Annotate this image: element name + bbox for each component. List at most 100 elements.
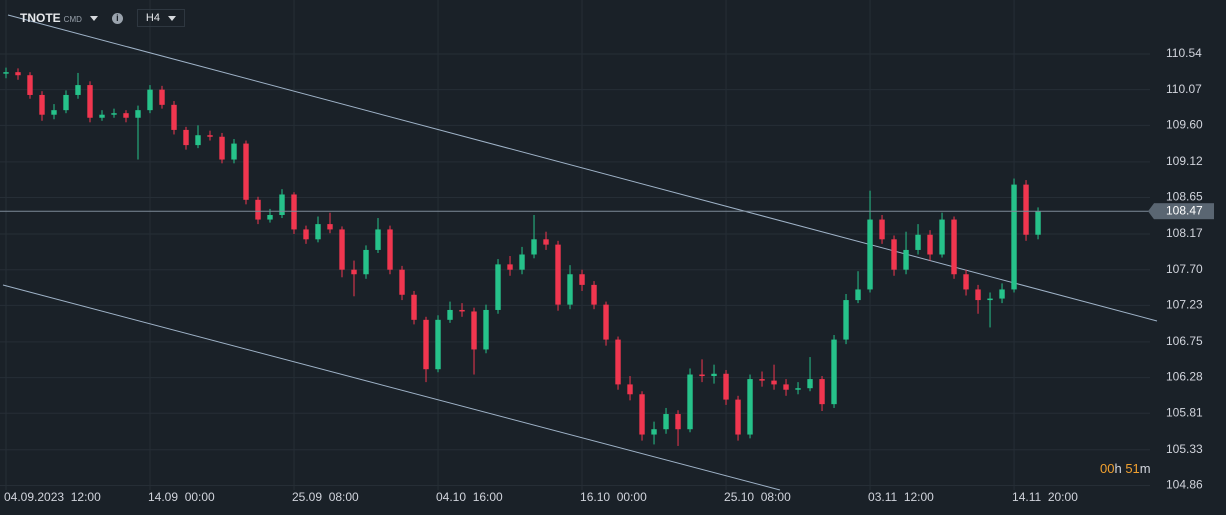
candle-body bbox=[495, 264, 501, 310]
x-tick-label: 14.11 20:00 bbox=[1012, 490, 1078, 504]
candle-body bbox=[291, 194, 297, 230]
candle-body bbox=[987, 298, 993, 301]
candle-body bbox=[27, 75, 33, 95]
x-tick-label: 25.09 08:00 bbox=[292, 490, 359, 504]
channel-lower bbox=[2, 284, 781, 491]
candle-body bbox=[75, 85, 81, 95]
candle-body bbox=[927, 234, 933, 255]
x-tick-label: 03.11 12:00 bbox=[868, 490, 934, 504]
candle-body bbox=[615, 339, 621, 385]
candle-body bbox=[663, 414, 669, 430]
candle-body bbox=[135, 110, 141, 118]
timeframe-dropdown bbox=[167, 15, 176, 21]
candle-body bbox=[915, 234, 921, 250]
y-tick-label: 106.75 bbox=[1166, 334, 1203, 348]
candle-body bbox=[339, 229, 345, 270]
candle-body bbox=[303, 229, 309, 240]
candle-body bbox=[123, 113, 129, 118]
symbol[interactable]: TNOTE bbox=[20, 11, 61, 25]
candle-body bbox=[267, 214, 273, 220]
candle-body bbox=[327, 224, 333, 230]
candle-body bbox=[651, 429, 657, 435]
candle-body bbox=[735, 399, 741, 435]
candle-body bbox=[387, 229, 393, 270]
candle-body bbox=[831, 339, 837, 405]
candle-body bbox=[579, 274, 585, 285]
timeframe: H4 bbox=[145, 12, 160, 24]
candle-body bbox=[231, 143, 237, 160]
candle-body bbox=[351, 269, 357, 275]
candle-body bbox=[951, 219, 957, 275]
candle-body bbox=[459, 309, 465, 312]
candle-body bbox=[219, 136, 225, 160]
candle-body bbox=[675, 414, 681, 430]
grid bbox=[0, 0, 1150, 490]
y-tick-label: 107.23 bbox=[1166, 298, 1203, 312]
x-tick-label: 04.10 16:00 bbox=[436, 490, 503, 504]
y-tick-label: 105.33 bbox=[1166, 442, 1203, 456]
hours: 00 bbox=[1100, 461, 1115, 476]
candle-body bbox=[63, 94, 69, 111]
candle-body bbox=[939, 219, 945, 255]
candle-body bbox=[747, 379, 753, 435]
candle-body bbox=[975, 289, 981, 301]
candle-body bbox=[879, 219, 885, 240]
labels: 110.54 110.07 109.60 109.12 108.65 108.17 107.… bbox=[4, 46, 1214, 504]
info-icon[interactable]: i bbox=[111, 12, 123, 24]
candle-body bbox=[39, 94, 45, 115]
candle-body bbox=[627, 384, 633, 395]
candle-body bbox=[147, 89, 153, 111]
y-tick-label: 109.12 bbox=[1166, 154, 1203, 168]
candle-body bbox=[591, 284, 597, 305]
candle-body bbox=[363, 249, 369, 275]
timeframe-select[interactable]: H4 bbox=[136, 9, 185, 27]
candle-body bbox=[183, 129, 189, 146]
candle-body bbox=[903, 249, 909, 270]
symbol-dropdown[interactable] bbox=[89, 15, 98, 21]
y-tick-label: 104.86 bbox=[1166, 478, 1203, 492]
candle-body bbox=[99, 114, 105, 118]
candle-body bbox=[603, 304, 609, 340]
candle-body bbox=[699, 374, 705, 377]
exchange: CMD bbox=[63, 15, 82, 24]
candle-body bbox=[195, 135, 201, 146]
candle-body bbox=[111, 113, 117, 115]
candle-body bbox=[711, 373, 717, 377]
candle-body bbox=[543, 239, 549, 245]
candle-body bbox=[819, 379, 825, 405]
toolbar: TNOTE CMD i H4 bbox=[6, 8, 185, 28]
candle-body bbox=[999, 289, 1005, 299]
candle-body bbox=[867, 219, 873, 290]
candle-body bbox=[507, 264, 513, 270]
candle-body bbox=[1011, 184, 1017, 290]
x-tick-label: 16.10 00:00 bbox=[580, 490, 647, 504]
channel-upper bbox=[7, 14, 1158, 322]
candle-body bbox=[807, 379, 813, 389]
last-price-arrow bbox=[1148, 203, 1154, 220]
candle-body bbox=[399, 269, 405, 295]
candle-body bbox=[15, 72, 21, 76]
candle-body bbox=[159, 89, 165, 105]
candle-body bbox=[243, 143, 249, 200]
candle-body bbox=[447, 309, 453, 320]
x-tick-label: 14.09 00:00 bbox=[148, 490, 215, 504]
hours-unit: h bbox=[1114, 461, 1122, 476]
candle-body bbox=[855, 289, 861, 301]
y-tick-label: 109.60 bbox=[1166, 118, 1203, 132]
candle-body bbox=[639, 394, 645, 435]
y-tick-label: 105.81 bbox=[1166, 405, 1203, 419]
candle-body bbox=[783, 384, 789, 390]
candle-body bbox=[531, 239, 537, 255]
x-tick-label: 04.09.2023 12:00 bbox=[4, 490, 101, 504]
candle-body bbox=[687, 374, 693, 430]
candle-body bbox=[567, 274, 573, 305]
candle-body bbox=[891, 239, 897, 270]
countdown: 00h 51m bbox=[1100, 461, 1151, 476]
candle-body bbox=[759, 379, 765, 381]
candle-body bbox=[171, 104, 177, 130]
candle-body bbox=[843, 300, 849, 340]
last-price-label: 108.47 bbox=[1166, 203, 1203, 217]
y-tick-label: 110.07 bbox=[1166, 82, 1202, 96]
minutes: 51 bbox=[1125, 461, 1140, 476]
